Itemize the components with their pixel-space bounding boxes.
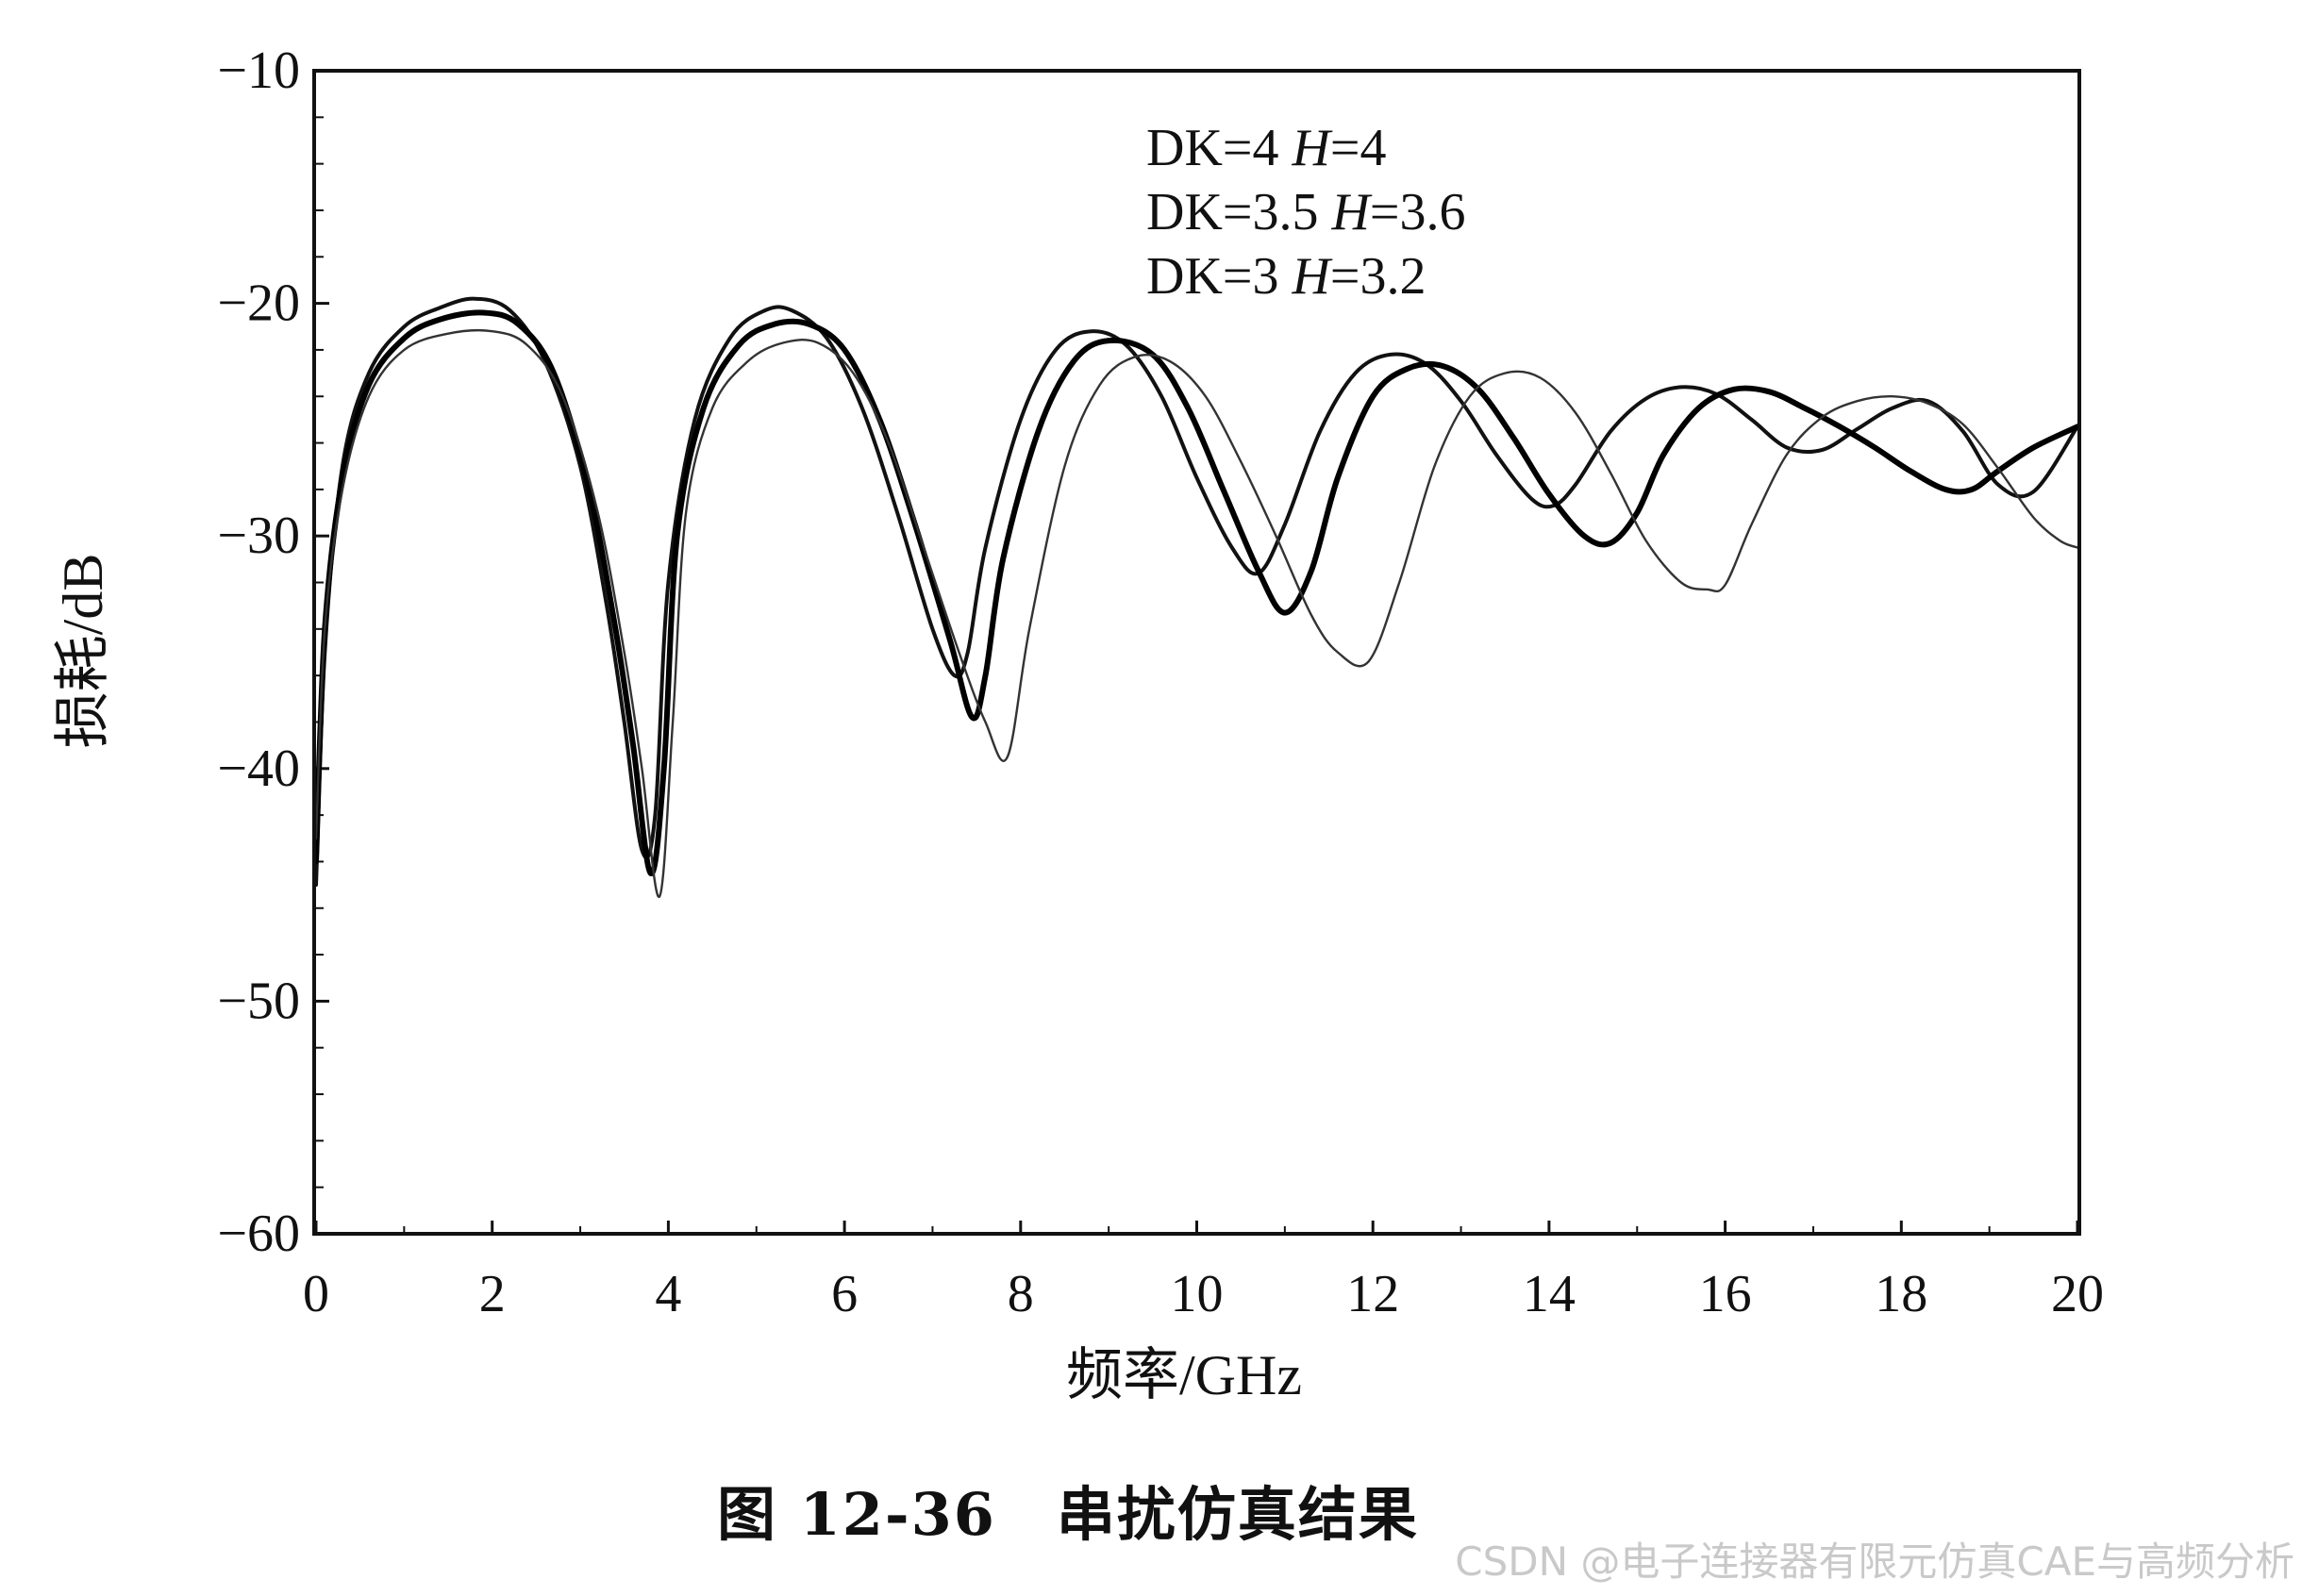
x-axis-title: 频率/GHz <box>1066 1344 1302 1406</box>
x-tick-label: 6 <box>831 1265 858 1323</box>
y-tick-label: −50 <box>217 972 300 1030</box>
x-tick-label: 16 <box>1699 1265 1752 1323</box>
x-tick-label: 10 <box>1171 1265 1224 1323</box>
y-tick-label: −40 <box>217 740 300 798</box>
y-tick-label: −30 <box>217 507 300 565</box>
plot-frame <box>312 69 2081 1236</box>
x-axis-ticks: 0 2 4 6 8 10 12 14 16 18 20 <box>303 1221 2104 1323</box>
series-line-2 <box>313 309 2080 876</box>
watermark: CSDN @电子连接器有限元仿真CAE与高频分析 <box>1455 1538 2294 1585</box>
series-line-3 <box>314 328 2079 898</box>
figure-caption: 图 12-36 串扰仿真结果 <box>717 1480 1419 1549</box>
x-tick-label: 18 <box>1875 1265 1927 1323</box>
y-axis-ticks: −10 −20 −30 −40 −50 −60 <box>217 42 329 1263</box>
x-tick-label: 2 <box>479 1265 506 1323</box>
y-tick-label: −60 <box>217 1205 300 1263</box>
legend-entry: DK=4 H=4 <box>1146 119 1387 177</box>
y-tick-label: −20 <box>217 274 300 333</box>
x-tick-label: 14 <box>1523 1265 1576 1323</box>
legend-entry: DK=3.5 H=3.6 <box>1146 183 1466 241</box>
x-tick-label: 8 <box>1008 1265 1034 1323</box>
x-tick-label: 4 <box>655 1265 681 1323</box>
series-layer <box>313 296 2080 898</box>
x-tick-label: 20 <box>2051 1265 2104 1323</box>
y-tick-label: −10 <box>217 42 300 100</box>
y-axis-title: 损耗/dB <box>52 554 114 749</box>
x-tick-label: 0 <box>303 1265 329 1323</box>
x-tick-label: 12 <box>1346 1265 1399 1323</box>
legend-entry: DK=3 H=3.2 <box>1146 247 1426 306</box>
series-line-1 <box>314 296 2079 888</box>
legend: DK=4 H=4 DK=3.5 H=3.6 DK=3 H=3.2 <box>1146 119 1466 306</box>
